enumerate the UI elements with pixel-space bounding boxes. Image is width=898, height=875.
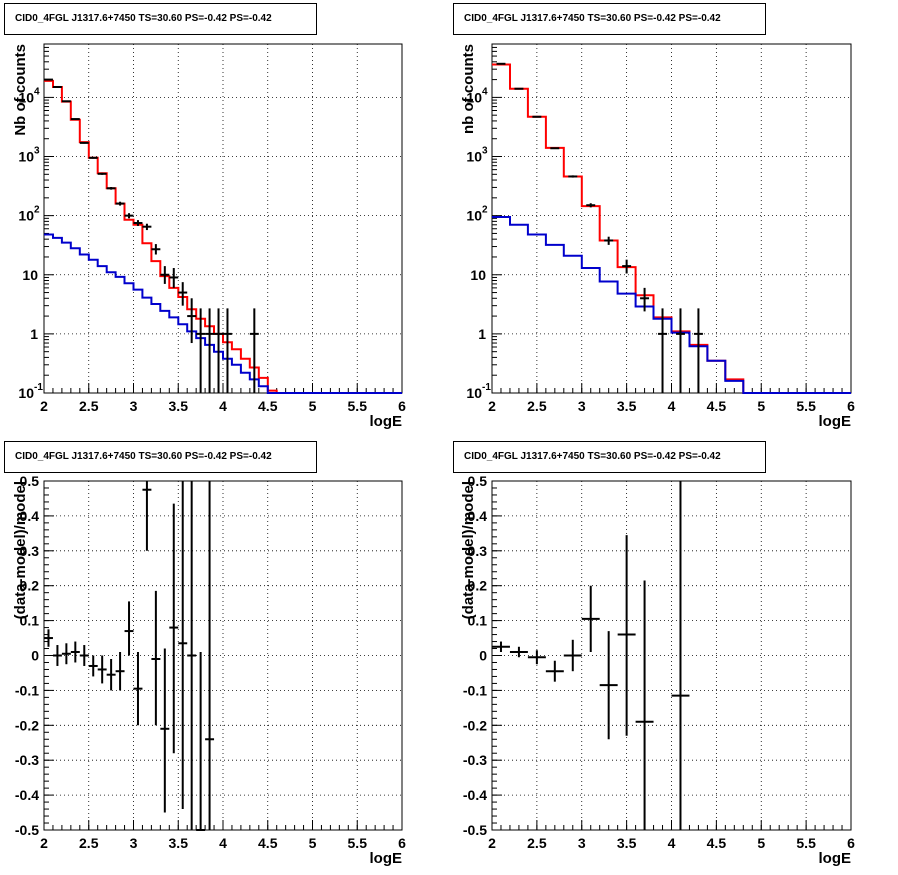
y-tick-label: 10 — [470, 267, 486, 283]
y-tick-exponent: -1 — [482, 382, 491, 393]
histogram-series-1 — [492, 216, 851, 394]
y-tick-label: 0 — [479, 648, 487, 664]
y-tick-label: 10 — [18, 89, 34, 105]
y-tick-label: 0.3 — [20, 543, 40, 559]
x-tick-label: 4 — [668, 835, 676, 851]
y-tick-label: 0.4 — [468, 508, 488, 524]
y-tick-exponent: -1 — [34, 382, 43, 393]
y-tick-label: -0.3 — [463, 752, 487, 768]
y-tick-label: 10 — [466, 149, 482, 165]
chart-title: CID0_4FGL J1317.6+7450 TS=30.60 PS=-0.42… — [4, 441, 317, 473]
x-tick-label: 5 — [757, 835, 765, 851]
chart-title: CID0_4FGL J1317.6+7450 TS=30.60 PS=-0.42… — [4, 3, 317, 35]
x-tick-label: 4.5 — [707, 398, 727, 414]
x-tick-label: 4.5 — [707, 835, 727, 851]
y-tick-label: 1 — [478, 326, 486, 342]
x-axis-title: logE — [819, 850, 852, 867]
y-tick-label: 0.5 — [468, 473, 488, 489]
x-tick-label: 4.5 — [258, 398, 278, 414]
y-axis-title: Nb of counts — [12, 44, 29, 136]
y-tick-label: -0.1 — [463, 682, 487, 698]
x-tick-label: 6 — [398, 835, 406, 851]
x-tick-label: 2.5 — [79, 835, 99, 851]
x-tick-label: 3 — [578, 398, 586, 414]
x-tick-label: 2.5 — [527, 398, 547, 414]
x-tick-label: 5.5 — [348, 835, 368, 851]
y-tick-label: -0.2 — [15, 717, 39, 733]
x-tick-label: 2 — [488, 398, 496, 414]
y-axis-title: nb of counts — [460, 44, 477, 134]
x-tick-label: 4 — [219, 835, 227, 851]
y-tick-label: 0.2 — [468, 578, 488, 594]
y-tick-label: 1 — [30, 326, 38, 342]
x-tick-label: 4 — [668, 398, 676, 414]
y-tick-label: -0.2 — [463, 717, 487, 733]
chart-title: CID0_4FGL J1317.6+7450 TS=30.60 PS=-0.42… — [453, 3, 766, 35]
y-tick-label: 0.4 — [20, 508, 40, 524]
x-tick-label: 3 — [130, 835, 138, 851]
y-tick-label: 0 — [31, 648, 39, 664]
y-tick-label: 10 — [466, 89, 482, 105]
x-tick-label: 6 — [847, 835, 855, 851]
x-tick-label: 4.5 — [258, 835, 278, 851]
x-axis-title: logE — [819, 413, 852, 430]
y-tick-label: 10 — [22, 267, 38, 283]
y-tick-label: -0.3 — [15, 752, 39, 768]
x-tick-label: 5.5 — [796, 835, 816, 851]
chart-2: 2 2.5 3 3.5 4 4.5 5 5.5 6 -0.5 -0.4 -0.3 -0.2 -0.1 0 0.… — [12, 473, 406, 867]
x-tick-label: 5.5 — [796, 398, 816, 414]
y-tick-label: 0.5 — [20, 473, 40, 489]
chart-3: 2 2.5 3 3.5 4 4.5 5 5.5 6 -0.5 -0.4 -0.3 -0.2 -0.1 0 0.… — [460, 473, 855, 867]
x-tick-label: 3 — [578, 835, 586, 851]
y-tick-exponent: 2 — [482, 205, 488, 216]
y-tick-label: -0.1 — [15, 682, 39, 698]
x-axis-title: logE — [370, 850, 403, 867]
chart-title: CID0_4FGL J1317.6+7450 TS=30.60 PS=-0.42… — [453, 441, 766, 473]
plot-frame — [491, 480, 852, 831]
y-tick-exponent: 2 — [34, 205, 40, 216]
y-tick-label: -0.4 — [15, 787, 39, 803]
y-tick-label: -0.5 — [463, 822, 487, 838]
y-tick-label: 10 — [18, 385, 34, 401]
y-tick-label: 10 — [466, 385, 482, 401]
y-tick-label: 10 — [18, 149, 34, 165]
x-tick-label: 4 — [219, 398, 227, 414]
x-tick-label: 2.5 — [79, 398, 99, 414]
y-tick-label: 0.3 — [468, 543, 488, 559]
y-tick-label: -0.5 — [15, 822, 39, 838]
x-tick-label: 3 — [130, 398, 138, 414]
x-tick-label: 5 — [309, 835, 317, 851]
y-tick-label: 0.2 — [20, 578, 40, 594]
x-tick-label: 5 — [309, 398, 317, 414]
y-tick-label: 0.1 — [468, 613, 488, 629]
x-tick-label: 3.5 — [169, 398, 189, 414]
y-tick-exponent: 4 — [482, 86, 488, 97]
y-tick-label: 0.1 — [20, 613, 40, 629]
y-tick-exponent: 3 — [34, 146, 40, 157]
y-axis-title: (data-model)/model — [460, 481, 477, 619]
x-tick-label: 5.5 — [348, 398, 368, 414]
x-tick-label: 6 — [847, 398, 855, 414]
x-tick-label: 6 — [398, 398, 406, 414]
plot-frame — [491, 43, 852, 394]
x-tick-label: 2 — [40, 398, 48, 414]
y-tick-exponent: 4 — [34, 86, 40, 97]
x-tick-label: 3.5 — [169, 835, 189, 851]
x-tick-label: 5 — [757, 398, 765, 414]
x-axis-title: logE — [370, 413, 403, 430]
y-tick-exponent: 3 — [482, 146, 488, 157]
y-tick-label: 10 — [18, 208, 34, 224]
x-tick-label: 2 — [40, 835, 48, 851]
y-axis-title: (data-model)/model — [12, 481, 29, 619]
x-tick-label: 3.5 — [617, 835, 637, 851]
y-tick-label: 10 — [466, 208, 482, 224]
y-tick-label: -0.4 — [463, 787, 487, 803]
x-tick-label: 3.5 — [617, 398, 637, 414]
x-tick-label: 2.5 — [527, 835, 547, 851]
x-tick-label: 2 — [488, 835, 496, 851]
